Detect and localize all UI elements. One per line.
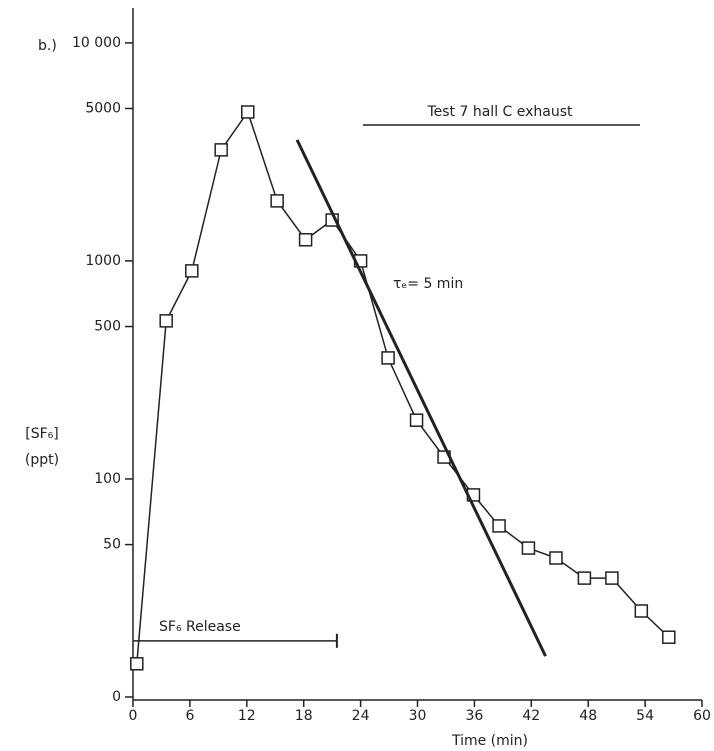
x-tick-label: 6 — [185, 708, 194, 724]
x-tick-label: 0 — [129, 708, 138, 724]
data-point — [159, 314, 173, 328]
data-point — [492, 519, 506, 533]
annotation: τₑ= 5 min — [393, 276, 463, 292]
x-tick-label: 12 — [238, 708, 256, 724]
y-tick-label: 100 — [94, 471, 121, 487]
chart-title: Test 7 hall C exhaust — [426, 104, 573, 120]
release-label: SF₆ Release — [159, 619, 241, 635]
y-tick-label: 1000 — [85, 253, 121, 269]
data-point — [240, 105, 255, 119]
data-point — [662, 630, 676, 644]
data-point — [270, 194, 284, 208]
data-point — [381, 351, 395, 365]
y-tick-label: 50 — [103, 537, 121, 553]
data-point — [577, 571, 592, 585]
x-tick-label: 18 — [295, 708, 313, 724]
y-tick-label: 500 — [94, 319, 121, 335]
x-tick-label: 42 — [522, 708, 540, 724]
y-tick-label: 0 — [112, 689, 121, 705]
x-tick-label: 60 — [693, 708, 711, 724]
panel-label: b.) — [38, 38, 57, 54]
data-point — [634, 604, 649, 618]
x-tick-label: 24 — [352, 708, 370, 724]
data-point — [185, 264, 199, 278]
x-tick-label: 48 — [579, 708, 597, 724]
data-point — [214, 143, 228, 157]
x-tick-label: 30 — [409, 708, 427, 724]
x-tick-label: 36 — [465, 708, 483, 724]
data-point — [549, 551, 563, 565]
x-axis-label: Time (min) — [451, 733, 528, 749]
x-tick-label: 54 — [636, 708, 654, 724]
y-axis-label: (ppt) — [25, 452, 59, 468]
data-point — [130, 657, 144, 671]
data-point — [409, 413, 424, 427]
data-point — [521, 541, 536, 555]
y-tick-label: 5000 — [85, 101, 121, 117]
y-tick-label: 10 000 — [72, 35, 121, 51]
data-point — [298, 233, 313, 247]
data-point — [605, 571, 619, 585]
y-axis-label: [SF₆] — [25, 426, 58, 442]
fit-line — [295, 139, 547, 657]
